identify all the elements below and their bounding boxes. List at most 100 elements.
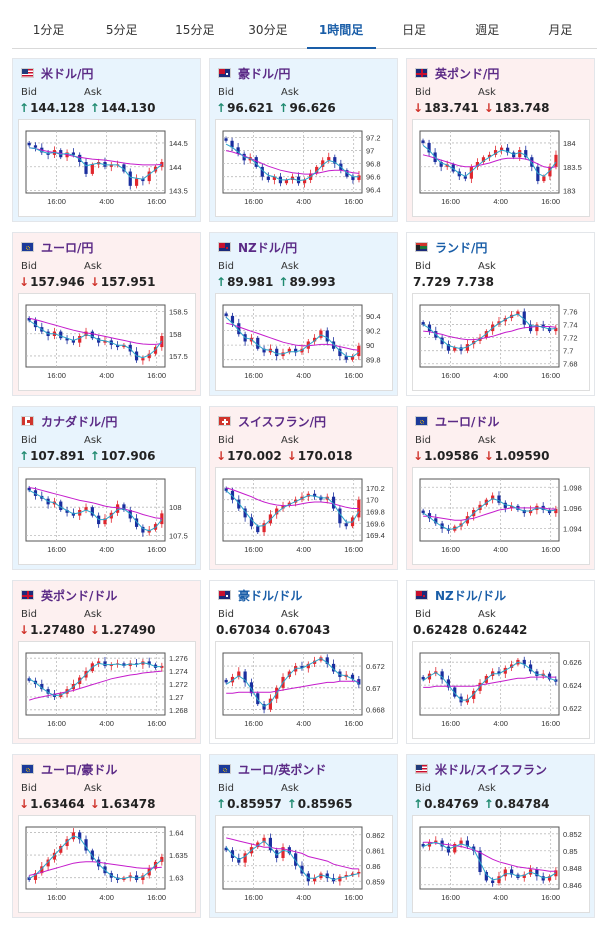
candle-body xyxy=(294,348,298,353)
y-tick-label: 89.8 xyxy=(366,356,381,365)
pair-card[interactable]: ユーロ/英ポンド Bid Ask ↑0.85957 ↑0.85965 0.862 0.861… xyxy=(209,754,398,918)
price-chart[interactable]: 1.276 1.274 1.272 1.27 1.268 16:00 4:00 16:00 xyxy=(18,641,196,739)
price-row: ↑0.85957 ↑0.85965 xyxy=(216,797,352,811)
x-tick-label: 16:00 xyxy=(244,197,263,206)
plot-frame xyxy=(222,130,363,194)
price-chart[interactable]: 108 107.5 16:00 4:00 16:00 xyxy=(18,467,196,565)
pair-card[interactable]: ユーロ/円 Bid Ask ↓157.946 ↓157.951 158.5 158 157.5… xyxy=(12,232,201,396)
bid-price: 89.981 xyxy=(227,275,274,289)
y-tick-label: 7.68 xyxy=(563,360,578,369)
tab-3[interactable]: 30分足 xyxy=(248,23,288,37)
pair-card[interactable]: NZドル/円 Bid Ask ↑89.981 ↑89.993 90.4 90.2 90 89.8… xyxy=(209,232,398,396)
price-chart[interactable]: 7.76 7.74 7.72 7.7 7.68 16:00 4:00 16:00 xyxy=(412,293,590,391)
pair-title[interactable]: NZドル/ドル xyxy=(415,587,506,603)
pair-name[interactable]: NZドル/円 xyxy=(238,240,298,255)
y-tick-label: 7.76 xyxy=(563,308,578,317)
y-tick-label: 0.624 xyxy=(563,681,582,690)
pair-name[interactable]: 豪ドル/ドル xyxy=(238,588,303,603)
pair-name[interactable]: ユーロ/英ポンド xyxy=(238,762,327,777)
candle-body xyxy=(97,661,101,664)
pair-card[interactable]: ユーロ/ドル Bid Ask ↓1.09586 ↓1.09590 1.098 1.096 1.… xyxy=(406,406,595,570)
pair-name[interactable]: ユーロ/ドル xyxy=(435,414,500,429)
pair-card[interactable]: 米ドル/スイスフラン Bid Ask ↑0.84769 ↑0.84784 0.852 0.8… xyxy=(406,754,595,918)
pair-title[interactable]: 豪ドル/円 xyxy=(218,65,290,81)
down-arrow-icon: ↓ xyxy=(413,449,424,463)
candle-body xyxy=(116,344,120,348)
y-tick-label: 96.4 xyxy=(366,186,381,195)
up-arrow-icon: ↑ xyxy=(89,101,100,115)
candle-body xyxy=(306,663,310,669)
tab-2[interactable]: 15分足 xyxy=(175,23,215,37)
pair-card[interactable]: 豪ドル/ドル Bid Ask 0.67034 0.67043 0.672 0.67 0.668… xyxy=(209,580,398,744)
pair-name[interactable]: スイスフラン/円 xyxy=(238,414,327,429)
price-chart[interactable]: 0.852 0.85 0.848 0.846 16:00 4:00 16:00 xyxy=(412,815,590,913)
gb-flag-icon xyxy=(415,68,428,78)
pair-card[interactable]: カナダドル/円 Bid Ask ↑107.891 ↑107.906 108 107.5 16:… xyxy=(12,406,201,570)
pair-name[interactable]: 英ポンド/ドル xyxy=(41,588,118,603)
price-chart[interactable]: 0.862 0.861 0.86 0.859 16:00 4:00 16:00 xyxy=(215,815,393,913)
pair-card[interactable]: ユーロ/豪ドル Bid Ask ↓1.63464 ↓1.63478 1.64 1.635 1.… xyxy=(12,754,201,918)
pair-title[interactable]: ユーロ/円 xyxy=(21,239,93,255)
pair-card[interactable]: 米ドル/円 Bid Ask ↑144.128 ↑144.130 144.5 144 143.5… xyxy=(12,58,201,222)
price-chart[interactable]: 170.2 170 169.8 169.6 169.4 16:00 4:00 16:00 xyxy=(215,467,393,565)
pair-name[interactable]: 米ドル/スイスフラン xyxy=(435,762,548,777)
pair-name[interactable]: ランド/円 xyxy=(435,240,488,255)
ma-long-line xyxy=(225,150,360,175)
candle-body xyxy=(493,150,498,155)
pair-name[interactable]: ユーロ/豪ドル xyxy=(41,762,118,777)
pair-name[interactable]: ユーロ/円 xyxy=(41,240,94,255)
tab-7[interactable]: 月足 xyxy=(548,23,573,37)
price-chart[interactable]: 90.4 90.2 90 89.8 16:00 4:00 16:00 xyxy=(215,293,393,391)
pair-card[interactable]: ランド/円 Bid Ask 7.729 7.738 7.76 7.74 7.72 7.7 7.68… xyxy=(406,232,595,396)
price-row: ↓1.09586 ↓1.09590 xyxy=(413,449,549,463)
candle-body xyxy=(357,679,361,685)
pair-card[interactable]: NZドル/ドル Bid Ask 0.62428 0.62442 0.626 0.624 0.6… xyxy=(406,580,595,744)
pair-title[interactable]: 米ドル/スイスフラン xyxy=(415,761,547,777)
pair-title[interactable]: 英ポンド/円 xyxy=(415,65,499,81)
pair-title[interactable]: 米ドル/円 xyxy=(21,65,93,81)
ca-flag-icon xyxy=(21,416,34,426)
ma-short-line xyxy=(422,498,556,531)
ma-short-line xyxy=(225,490,360,527)
pair-card[interactable]: 豪ドル/円 Bid Ask ↑96.621 ↑96.626 97.2 97 96.8 96.6 9… xyxy=(209,58,398,222)
x-tick-label: 4:00 xyxy=(296,197,311,206)
pair-card[interactable]: スイスフラン/円 Bid Ask ↓170.002 ↓170.018 170.2 170 16… xyxy=(209,406,398,570)
tab-5[interactable]: 日足 xyxy=(402,23,427,37)
price-chart[interactable]: 184 183.5 183 16:00 4:00 16:00 xyxy=(412,119,590,217)
y-tick-label: 157.5 xyxy=(169,352,188,361)
pair-title[interactable]: ユーロ/ドル xyxy=(415,413,499,429)
ma-long-line xyxy=(29,670,162,701)
pair-title[interactable]: 英ポンド/ドル xyxy=(21,587,117,603)
price-chart[interactable]: 1.64 1.635 1.63 16:00 4:00 16:00 xyxy=(18,815,196,913)
pair-name[interactable]: 英ポンド/円 xyxy=(435,66,500,81)
pair-title[interactable]: 豪ドル/ドル xyxy=(218,587,302,603)
tab-0[interactable]: 1分足 xyxy=(32,23,65,37)
pair-title[interactable]: カナダドル/円 xyxy=(21,413,117,429)
y-tick-label: 144 xyxy=(169,163,182,172)
pair-title[interactable]: ユーロ/英ポンド xyxy=(218,761,326,777)
pair-title[interactable]: ユーロ/豪ドル xyxy=(21,761,117,777)
price-chart[interactable]: 97.2 97 96.8 96.6 96.4 16:00 4:00 16:00 xyxy=(215,119,393,217)
price-chart[interactable]: 0.626 0.624 0.622 16:00 4:00 16:00 xyxy=(412,641,590,739)
pair-title[interactable]: スイスフラン/円 xyxy=(218,413,326,429)
tab-6[interactable]: 週足 xyxy=(475,23,500,37)
price-chart[interactable]: 144.5 144 143.5 16:00 4:00 16:00 xyxy=(18,119,196,217)
pair-name[interactable]: 豪ドル/円 xyxy=(238,66,291,81)
price-chart[interactable]: 158.5 158 157.5 16:00 4:00 16:00 xyxy=(18,293,196,391)
price-chart[interactable]: 1.098 1.096 1.094 16:00 4:00 16:00 xyxy=(412,467,590,565)
tab-4[interactable]: 1時間足 xyxy=(305,12,378,49)
candle-body xyxy=(256,526,260,533)
candle-body xyxy=(528,664,533,672)
tab-1[interactable]: 5分足 xyxy=(105,23,138,37)
pair-title[interactable]: ランド/円 xyxy=(415,239,487,255)
pair-name[interactable]: カナダドル/円 xyxy=(41,414,118,429)
pair-name[interactable]: NZドル/ドル xyxy=(435,588,507,603)
pair-title[interactable]: NZドル/円 xyxy=(218,239,297,255)
pair-name[interactable]: 米ドル/円 xyxy=(41,66,94,81)
candle-body xyxy=(237,671,241,677)
up-arrow-icon: ↑ xyxy=(19,449,30,463)
price-chart[interactable]: 0.672 0.67 0.668 16:00 4:00 16:00 xyxy=(215,641,393,739)
pair-card[interactable]: 英ポンド/ドル Bid Ask ↓1.27480 ↓1.27490 1.276 1.274 1… xyxy=(12,580,201,744)
pair-card[interactable]: 英ポンド/円 Bid Ask ↓183.741 ↓183.748 184 183.5 183 1… xyxy=(406,58,595,222)
